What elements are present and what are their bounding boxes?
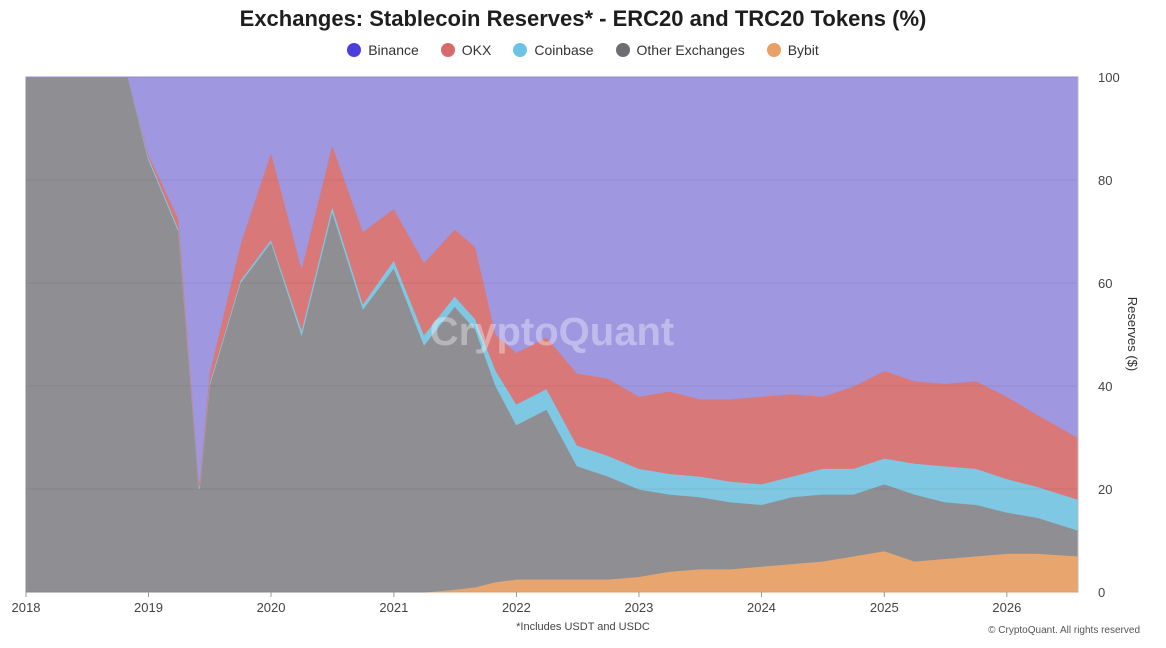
y-tick-label: 100	[1098, 70, 1120, 85]
copyright: © CryptoQuant. All rights reserved	[988, 625, 1140, 636]
x-tick-label: 2021	[379, 600, 408, 615]
legend-swatch-coinbase	[513, 43, 528, 57]
x-axis-ticks: 2018 2019 2020 2021 2022 2023 2024 2025 2026	[12, 592, 1021, 615]
legend-label-bybit: Bybit	[787, 42, 819, 58]
legend-label-okx: OKX	[461, 42, 492, 58]
legend-swatch-bybit	[766, 43, 781, 57]
area-series-group	[25, 76, 1079, 593]
legend-label-binance: Binance	[368, 42, 419, 58]
legend-swatch-other-exchanges	[615, 43, 630, 57]
legend: Binance OKX Coinbase Other Exchanges Byb…	[0, 42, 1166, 58]
watermark: CryptoQuant	[430, 310, 674, 354]
gridlines	[26, 76, 1078, 593]
x-tick-label: 2023	[624, 600, 653, 615]
y-tick-label: 40	[1098, 379, 1112, 394]
y-tick-label: 20	[1098, 482, 1112, 497]
legend-item-other-exchanges[interactable]: Other Exchanges	[615, 42, 745, 58]
x-tick-label: 2018	[12, 600, 41, 615]
legend-label-other-exchanges: Other Exchanges	[636, 42, 745, 58]
x-tick-label: 2020	[257, 600, 286, 615]
legend-item-bybit[interactable]: Bybit	[766, 42, 819, 58]
y-tick-label: 0	[1098, 585, 1105, 600]
footnote: *Includes USDT and USDC	[516, 621, 650, 633]
x-tick-label: 2024	[747, 600, 776, 615]
legend-item-coinbase[interactable]: Coinbase	[513, 42, 594, 58]
chart-title: Exchanges: Stablecoin Reserves* - ERC20 …	[239, 6, 927, 31]
x-tick-label: 2019	[134, 600, 163, 615]
legend-item-binance[interactable]: Binance	[347, 42, 419, 58]
y-axis-ticks: 0 20 40 60 80 100	[1077, 70, 1120, 600]
legend-swatch-binance	[347, 43, 362, 57]
y-tick-label: 80	[1098, 173, 1112, 188]
y-axis-label: Reserves ($)	[1125, 297, 1140, 371]
legend-item-okx[interactable]: OKX	[440, 42, 492, 58]
x-tick-label: 2022	[502, 600, 531, 615]
legend-swatch-okx	[440, 43, 455, 57]
x-tick-label: 2026	[992, 600, 1021, 615]
legend-label-coinbase: Coinbase	[534, 42, 594, 58]
x-tick-label: 2025	[870, 600, 899, 615]
y-tick-label: 60	[1098, 276, 1112, 291]
